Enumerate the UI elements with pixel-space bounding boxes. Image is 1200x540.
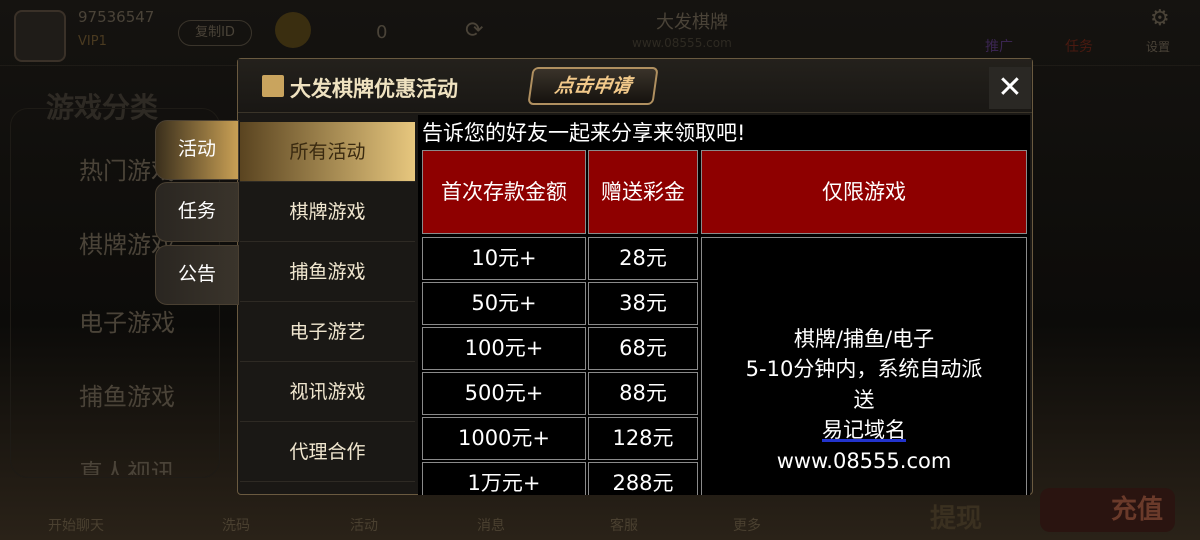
tab-tasks[interactable]: 任务 — [155, 182, 239, 242]
user-id: 97536547 — [78, 8, 155, 26]
header-games: 仅限游戏 — [701, 150, 1027, 234]
withdraw-button[interactable]: 提现 — [930, 504, 983, 534]
promote-button[interactable]: 推广 — [985, 39, 1013, 55]
balance: 0 — [376, 22, 388, 43]
brand-logo: 大发棋牌 — [656, 12, 728, 33]
category-fishing[interactable]: 捕鱼游戏 — [79, 383, 175, 411]
submenu-cards[interactable]: 棋牌游戏 — [240, 182, 415, 242]
nav-activity[interactable]: 活动 — [350, 518, 378, 534]
bonus-cell: 88元 — [588, 372, 698, 415]
note-delivery: 5-10分钟内，系统自动派 — [745, 357, 983, 382]
submenu-agent[interactable]: 代理合作 — [240, 422, 415, 482]
deposit-cell: 50元+ — [422, 282, 586, 325]
intro-text: 告诉您的好友一起来分享来领取吧! — [422, 121, 746, 145]
nav-more[interactable]: 更多 — [733, 518, 761, 534]
coin-icon — [275, 12, 311, 48]
header-bonus: 赠送彩金 — [588, 150, 698, 234]
deposit-cell: 1000元+ — [422, 417, 586, 460]
task-button[interactable]: 任务 — [1065, 39, 1093, 55]
top-bar: 97536547 VIP1 复制ID 0 ⟳ 大发棋牌 www.08555.co… — [0, 0, 1200, 66]
tab-announcements[interactable]: 公告 — [155, 245, 239, 305]
note-delivery-cont: 送 — [853, 387, 875, 412]
settings-label: 设置 — [1146, 40, 1171, 54]
close-icon[interactable]: ✕ — [989, 67, 1031, 109]
bonus-cell: 288元 — [588, 462, 698, 495]
submenu-slots[interactable]: 电子游艺 — [240, 302, 415, 362]
nav-messages[interactable]: 消息 — [477, 518, 505, 534]
category-slots[interactable]: 电子游戏 — [79, 309, 175, 337]
note-domain[interactable]: www.08555.com — [776, 448, 952, 473]
category-live[interactable]: 真人视讯 — [79, 459, 175, 475]
brand-url: www.08555.com — [632, 36, 732, 50]
bonus-cell: 128元 — [588, 417, 698, 460]
gear-icon[interactable]: ⚙ — [1150, 6, 1170, 31]
avatar[interactable] — [14, 10, 66, 62]
nav-service[interactable]: 客服 — [610, 518, 638, 534]
bonus-cell: 28元 — [588, 237, 698, 280]
submenu-fishing[interactable]: 捕鱼游戏 — [240, 242, 415, 302]
games-note: 棋牌/捕鱼/电子 5-10分钟内，系统自动派 送 易记域名 www.08555.… — [701, 237, 1027, 495]
category-title: 游戏分类 — [46, 91, 159, 124]
deposit-cell: 100元+ — [422, 327, 586, 370]
copy-id-button[interactable]: 复制ID — [178, 20, 252, 46]
header-deposit: 首次存款金额 — [422, 150, 586, 234]
deposit-cell: 500元+ — [422, 372, 586, 415]
submenu-all[interactable]: 所有活动 — [240, 122, 415, 182]
nav-rebate[interactable]: 洗码 — [222, 518, 250, 534]
vip-level: VIP1 — [78, 34, 107, 49]
bonus-cell: 68元 — [588, 327, 698, 370]
note-domain-label: 易记域名 — [822, 418, 906, 443]
nav-chat[interactable]: 开始聊天 — [48, 518, 104, 534]
note-games: 棋牌/捕鱼/电子 — [793, 327, 935, 351]
modal-title: 大发棋牌优惠活动 — [290, 77, 458, 101]
modal-header: 大发棋牌优惠活动 点击申请 ✕ — [238, 59, 1032, 113]
refresh-icon[interactable]: ⟳ — [465, 18, 484, 43]
bonus-cell: 38元 — [588, 282, 698, 325]
tab-activity[interactable]: 活动 — [155, 120, 239, 180]
deposit-cell: 1万元+ — [422, 462, 586, 495]
recharge-button[interactable]: 充值 — [1040, 488, 1175, 532]
gift-icon — [262, 75, 284, 97]
submenu-live[interactable]: 视讯游戏 — [240, 362, 415, 422]
promo-content[interactable]: 告诉您的好友一起来分享来领取吧! 首次存款金额 赠送彩金 仅限游戏 10元+ 28… — [418, 115, 1030, 495]
deposit-cell: 10元+ — [422, 237, 586, 280]
apply-button[interactable]: 点击申请 — [527, 67, 659, 105]
